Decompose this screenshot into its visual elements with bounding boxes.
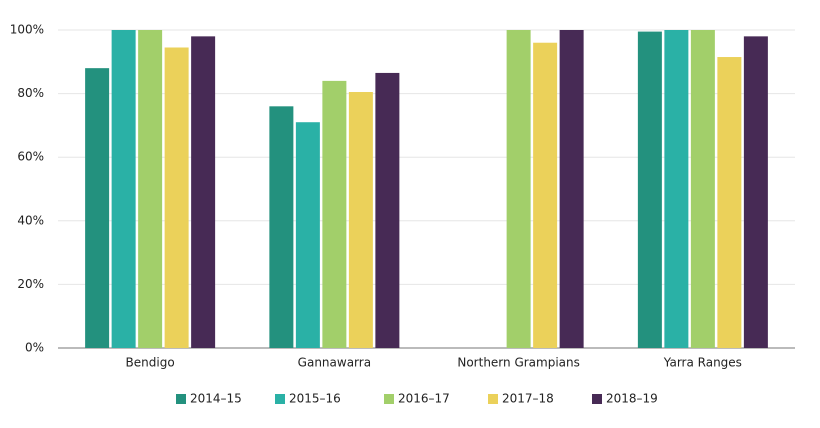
legend-label: 2016–17 <box>398 392 450 406</box>
bar <box>690 30 715 348</box>
bar <box>717 57 742 348</box>
bar <box>375 72 400 349</box>
y-tick-label: 40% <box>17 213 44 227</box>
bar <box>664 30 689 348</box>
legend-label: 2018–19 <box>606 392 658 406</box>
bar <box>164 47 189 349</box>
y-tick-label: 20% <box>17 277 44 291</box>
bar <box>533 42 558 348</box>
y-tick-label: 100% <box>10 23 44 37</box>
bar <box>743 36 768 349</box>
bar <box>138 30 163 348</box>
legend-swatch <box>488 394 498 404</box>
legend-swatch <box>592 394 602 404</box>
legend-label: 2014–15 <box>190 392 242 406</box>
y-tick-label: 60% <box>17 150 44 164</box>
bar <box>111 30 136 348</box>
y-tick-label: 80% <box>17 86 44 100</box>
bar <box>191 36 216 349</box>
legend-swatch <box>275 394 285 404</box>
x-tick-label: Bendigo <box>126 356 175 370</box>
x-tick-label: Northern Grampians <box>457 356 580 370</box>
bar <box>559 30 584 348</box>
bar <box>85 68 110 348</box>
bar <box>295 122 320 348</box>
bar <box>506 30 531 348</box>
legend-label: 2015–16 <box>289 392 341 406</box>
legend-swatch <box>176 394 186 404</box>
bar <box>637 31 662 349</box>
legend-label: 2017–18 <box>502 392 554 406</box>
y-tick-label: 0% <box>25 341 44 355</box>
x-tick-label: Gannawarra <box>298 356 371 370</box>
x-tick-label: Yarra Ranges <box>663 356 742 370</box>
legend-swatch <box>384 394 394 404</box>
bar <box>322 80 347 348</box>
bar <box>269 106 294 348</box>
bar <box>348 92 373 348</box>
